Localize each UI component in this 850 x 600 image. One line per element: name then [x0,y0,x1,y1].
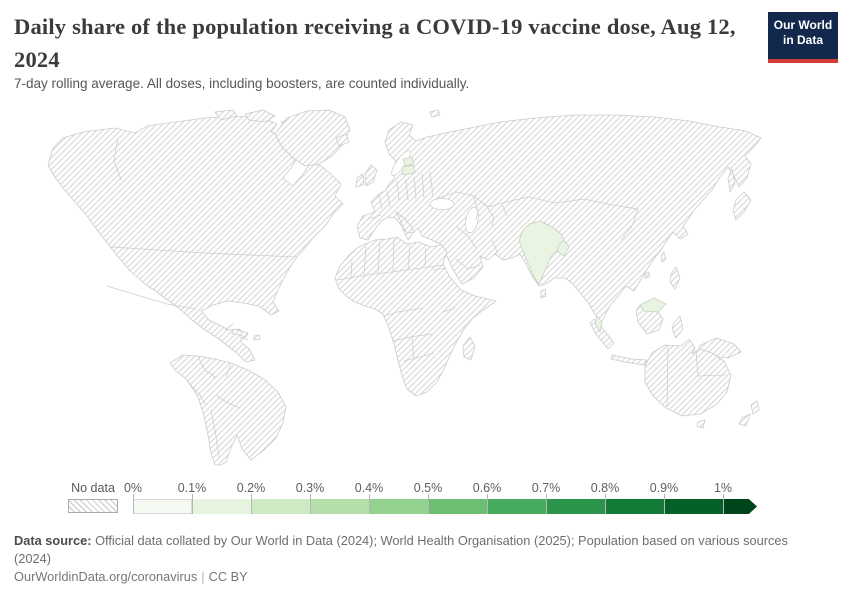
legend-tick-label: 0.6% [472,481,502,495]
legend-tick-label: 0.1% [177,481,207,495]
legend-tickmark [310,494,311,514]
legend-arrow-segment [723,499,757,514]
legend-segment [251,499,310,514]
region-united-kingdom[interactable] [364,164,378,187]
legend-tick-labels: 0% 0.1% 0.2% 0.3% 0.4% 0.5% 0.6% 0.7% 0.8% 0.9% 1% [124,481,773,495]
footer-link-line: OurWorldinData.org/coronavirus | CC BY [14,569,248,584]
legend-tickmark [487,494,488,514]
owid-logo[interactable]: Our World in Data [768,12,838,63]
legend-segment [546,499,605,514]
region-philippines[interactable] [669,266,681,290]
region-africa[interactable] [334,236,497,397]
country-borders [106,137,727,459]
legend-segment [192,499,251,514]
region-japan[interactable] [732,191,752,221]
legend-tickmark [546,494,547,514]
legend-tickmark [369,494,370,514]
legend-tick-label: 0.4% [354,481,384,495]
legend-tick-label: 0.8% [590,481,620,495]
legend-tick-label: 0.5% [413,481,443,495]
footer-datasource: Data source: Official data collated by O… [14,532,800,567]
region-sri-lanka[interactable] [540,288,547,299]
legend-tickmark [251,494,252,514]
legend-tickmark [133,494,134,514]
region-north-america[interactable] [47,115,344,363]
region-svalbard[interactable] [429,109,441,118]
region-ireland[interactable] [355,173,365,188]
region-india[interactable] [518,220,566,286]
region-malaysia-borneo[interactable] [639,297,667,313]
region-eurasia[interactable] [356,114,762,324]
chart-subtitle: 7-day rolling average. All doses, includ… [14,76,470,91]
region-new-zealand[interactable] [738,400,760,427]
chart-title: Daily share of the population receiving … [14,14,736,72]
legend-segment [487,499,546,514]
owid-logo-line2: in Data [782,33,823,47]
footer-license[interactable]: CC BY [208,569,248,584]
region-latvia[interactable] [401,164,416,176]
legend-tick-label: 0.9% [649,481,679,495]
region-tasmania[interactable] [696,419,706,429]
datasource-label: Data source: [14,533,92,548]
legend-no-data-swatch[interactable] [68,499,118,513]
region-australia[interactable] [644,338,732,417]
legend-tickmark [664,494,665,514]
region-bangladesh[interactable] [557,239,570,257]
legend-tickmark [605,494,606,514]
region-sulawesi[interactable] [671,315,684,339]
region-taiwan[interactable] [660,251,667,263]
owid-logo-line1: Our World [773,18,833,32]
footer-separator: | [201,569,205,584]
region-sumatra[interactable] [589,318,615,350]
region-iceland[interactable] [335,133,350,147]
region-hainan[interactable] [644,271,651,279]
region-sakhalin[interactable] [727,168,736,193]
legend-segment [428,499,487,514]
legend-tick-label: 1% [713,481,733,495]
legend-segment [133,499,192,514]
legend-segment [605,499,664,514]
legend-segment [664,499,723,514]
footer-url[interactable]: OurWorldinData.org/coronavirus [14,569,198,584]
legend-tick-label: 0.7% [531,481,561,495]
datasource-text: Official data collated by Our World in D… [14,533,788,566]
legend-tick-label: 0.3% [295,481,325,495]
region-madagascar[interactable] [462,336,476,361]
region-estonia[interactable] [402,156,415,167]
region-hispaniola[interactable] [253,334,261,341]
black-sea [429,198,455,210]
world-map[interactable] [35,108,815,470]
legend-tickmark [428,494,429,514]
region-malaysia-peninsula[interactable] [594,315,603,333]
legend-color-bar[interactable] [133,494,757,514]
legend-segment [369,499,428,514]
region-cuba[interactable] [231,328,249,338]
region-south-america[interactable] [169,354,287,466]
legend-tickmark [192,494,193,514]
legend-tick-label: 0% [123,481,143,495]
legend-tickmark [723,494,724,514]
legend-no-data-label: No data [71,481,115,495]
caspian-sea [465,206,479,234]
legend-tick-label: 0.2% [236,481,266,495]
region-java[interactable] [610,354,648,366]
legend-segment [310,499,369,514]
